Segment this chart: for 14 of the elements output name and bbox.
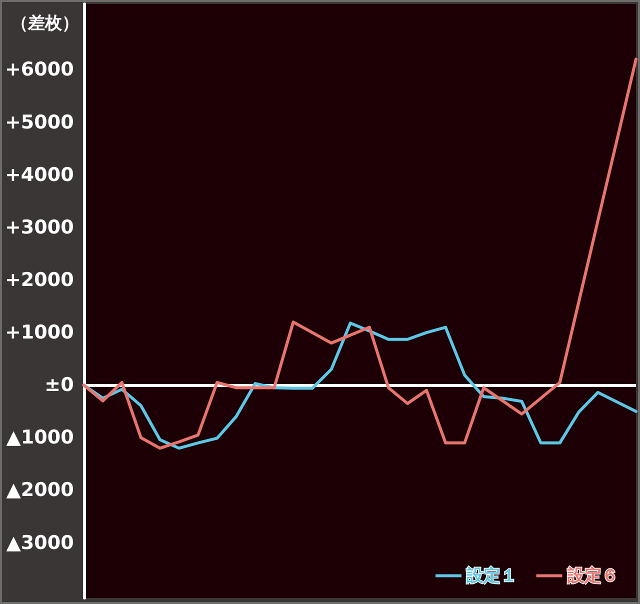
y-tick-label: +4000: [4, 164, 74, 186]
y-tick-label: ±0: [44, 374, 74, 396]
y-tick-label: +2000: [4, 268, 74, 291]
legend-label: 設定１: [466, 566, 518, 586]
legend-label: 設定６: [566, 566, 618, 586]
y-tick-label: ▲3000: [6, 532, 74, 554]
line-series: [82, 58, 638, 450]
y-axis-title: （差枚）: [11, 14, 79, 34]
y-tick-label: +5000: [4, 111, 74, 134]
y-tick-label: ▲2000: [6, 479, 74, 502]
y-tick-label: +3000: [4, 216, 74, 238]
y-tick-label: +6000: [4, 58, 74, 81]
y-tick-label: ▲1000: [6, 426, 74, 449]
y-tick-label: +1000: [4, 322, 74, 344]
